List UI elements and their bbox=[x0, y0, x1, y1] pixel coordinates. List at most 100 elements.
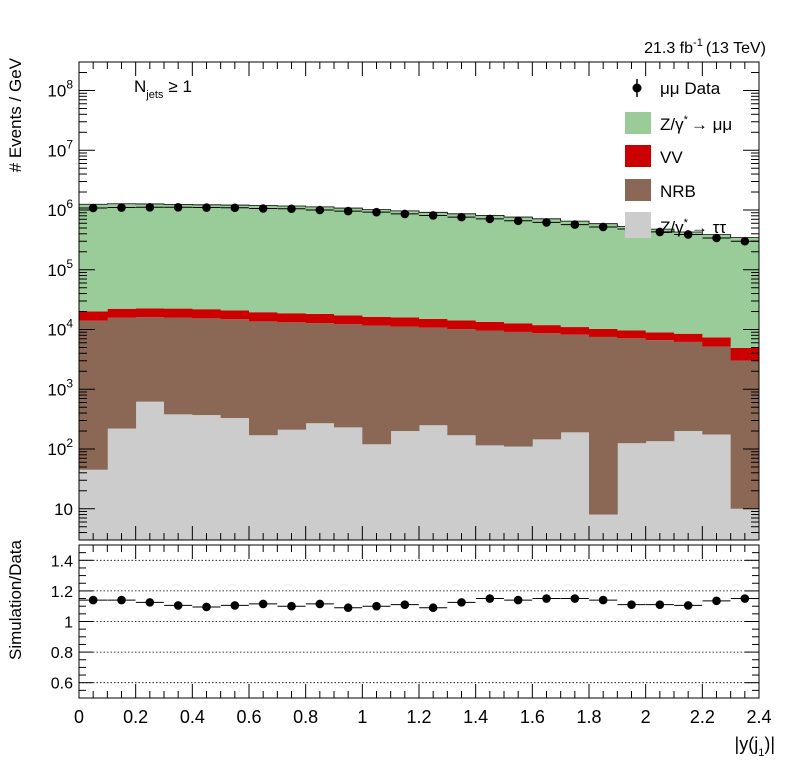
data-point-22 bbox=[712, 233, 721, 243]
legend-label-nrb: NRB bbox=[660, 182, 696, 201]
bar-series1-bin14 bbox=[475, 330, 505, 446]
data-point-20 bbox=[655, 227, 665, 237]
data-point-21 bbox=[683, 230, 693, 239]
ratio-points bbox=[79, 594, 759, 613]
bar-series1-bin16 bbox=[532, 333, 562, 440]
bar-series0-bin1 bbox=[107, 428, 137, 540]
ratio-point-10 bbox=[372, 601, 381, 611]
bar-series3-bin3 bbox=[164, 204, 193, 309]
data-point-14 bbox=[485, 214, 495, 224]
bar-series2-bin15 bbox=[504, 323, 533, 332]
bar-series1-bin19 bbox=[617, 338, 647, 444]
legend-label-vv: VV bbox=[660, 148, 683, 167]
bar-series1-bin1 bbox=[107, 317, 137, 429]
bar-series2-bin17 bbox=[560, 327, 590, 335]
bar-series3-bin0 bbox=[79, 204, 108, 312]
bar-series2-bin6 bbox=[249, 312, 278, 322]
bar-series3-bin6 bbox=[249, 205, 278, 313]
bar-series3-bin2 bbox=[135, 203, 165, 309]
bar-series3-bin4 bbox=[192, 204, 222, 310]
ratio-point-9 bbox=[343, 603, 353, 613]
bar-series0-bin13 bbox=[447, 435, 477, 540]
legend-entry-nrb: NRB bbox=[625, 179, 696, 201]
bar-series0-bin5 bbox=[220, 418, 250, 540]
ratio-ytick-label-2: 1 bbox=[64, 615, 73, 632]
bar-series1-bin11 bbox=[390, 326, 420, 432]
data-point-8 bbox=[315, 205, 325, 215]
bar-series3-bin7 bbox=[277, 205, 307, 314]
bar-series0-bin8 bbox=[305, 423, 335, 540]
main-ytick-label-1: 102 bbox=[47, 436, 73, 459]
data-point-1 bbox=[117, 203, 126, 212]
legend: μμ Data Z/γ* → μμ VV NRB Z/γ* → ττ bbox=[625, 79, 732, 238]
bar-series2-bin1 bbox=[107, 308, 137, 318]
bar-series0-bin4 bbox=[192, 415, 222, 540]
bar-series2-bin5 bbox=[220, 310, 250, 320]
xtick-label-0: 0 bbox=[74, 707, 84, 727]
data-point-11 bbox=[400, 209, 410, 219]
ratio-point-8 bbox=[315, 599, 325, 609]
data-point-10 bbox=[372, 207, 381, 217]
data-point-12 bbox=[428, 211, 438, 220]
bar-series1-bin6 bbox=[249, 321, 278, 436]
bar-series0-bin6 bbox=[249, 435, 278, 540]
ratio-point-20 bbox=[655, 600, 665, 609]
ratio-point-13 bbox=[457, 598, 466, 607]
ratio-point-14 bbox=[485, 594, 495, 603]
bar-series0-bin19 bbox=[617, 443, 647, 540]
bar-series0-bin14 bbox=[475, 445, 505, 540]
bar-series3-bin8 bbox=[305, 206, 335, 314]
data-point-7 bbox=[287, 204, 296, 214]
series-0 bbox=[79, 401, 760, 540]
series-2 bbox=[79, 308, 760, 361]
xtick-label-9: 1.8 bbox=[576, 707, 601, 727]
ratio-point-21 bbox=[683, 601, 693, 610]
xtick-label-6: 1.2 bbox=[406, 707, 431, 727]
legend-entry-data: μμ Data bbox=[632, 79, 721, 98]
bar-series2-bin20 bbox=[645, 332, 675, 341]
ratio-point-12 bbox=[428, 603, 438, 613]
main-ytick-label-0: 10 bbox=[54, 500, 73, 519]
bar-series2-bin16 bbox=[532, 325, 562, 334]
xtick-label-4: 0.8 bbox=[293, 707, 318, 727]
bar-series3-bin19 bbox=[617, 226, 647, 331]
bar-series0-bin21 bbox=[674, 431, 703, 540]
ratio-point-15 bbox=[513, 595, 523, 605]
ratio-point-18 bbox=[598, 595, 608, 605]
ratio-point-23 bbox=[740, 594, 750, 603]
bar-series2-bin22 bbox=[702, 337, 732, 347]
xtick-label-5: 1 bbox=[357, 707, 367, 727]
xtick-label-11: 2.2 bbox=[690, 707, 715, 727]
bar-series2-bin23 bbox=[730, 347, 760, 361]
legend-label-ztautau: Z/γ* → ττ bbox=[660, 217, 726, 237]
bar-series3-bin23 bbox=[730, 237, 760, 348]
data-point-23 bbox=[740, 236, 750, 246]
bar-series3-bin12 bbox=[419, 212, 448, 319]
x-axis-label: |y(j1)| bbox=[735, 734, 775, 759]
bar-series3-bin15 bbox=[504, 217, 533, 324]
bar-series0-bin11 bbox=[390, 431, 420, 540]
legend-label-data: μμ Data bbox=[660, 79, 721, 98]
xtick-label-8: 1.6 bbox=[520, 707, 545, 727]
bar-series0-bin20 bbox=[645, 441, 675, 540]
bar-series1-bin23 bbox=[730, 360, 760, 509]
data-point-4 bbox=[202, 203, 211, 212]
ratio-ytick-label-0: 0.6 bbox=[51, 676, 73, 693]
main-ytick-label-6: 107 bbox=[47, 137, 73, 160]
data-point-15 bbox=[513, 216, 523, 226]
data-point-0 bbox=[88, 203, 98, 213]
bar-series3-bin20 bbox=[645, 229, 675, 333]
ratio-point-0 bbox=[88, 595, 98, 605]
xtick-label-2: 0.4 bbox=[180, 707, 205, 727]
legend-label-zmumu: Z/γ* → μμ bbox=[660, 114, 732, 134]
legend-data-marker bbox=[632, 83, 642, 93]
bar-series2-bin0 bbox=[79, 311, 108, 321]
main-ylabel: # Events / GeV bbox=[6, 57, 25, 172]
bar-series0-bin0 bbox=[79, 469, 108, 540]
data-point-13 bbox=[457, 212, 466, 222]
ratio-point-11 bbox=[400, 600, 410, 609]
bar-series1-bin10 bbox=[362, 325, 392, 445]
bar-series1-bin15 bbox=[504, 331, 533, 447]
bar-series1-bin12 bbox=[419, 327, 448, 426]
ratio-point-3 bbox=[173, 601, 183, 610]
